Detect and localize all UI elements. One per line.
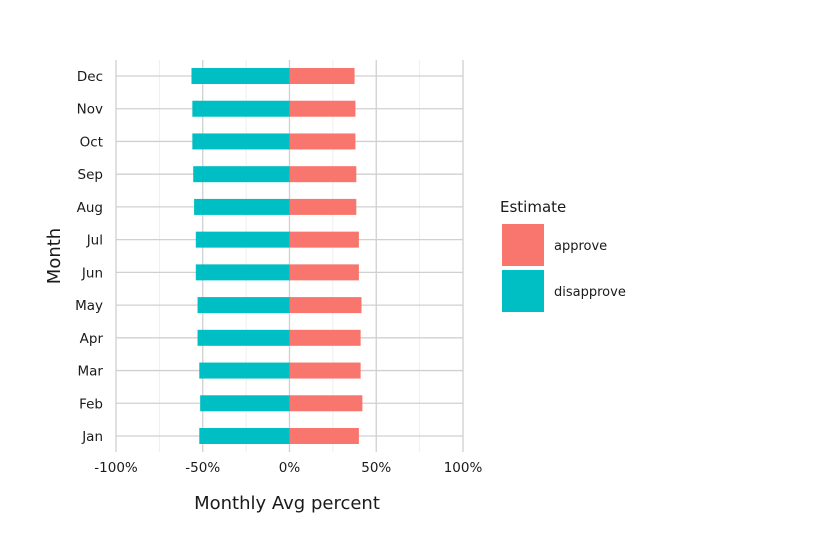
bar-disapprove-dec [191, 68, 290, 84]
bar-approve-aug [289, 198, 357, 215]
bar-approve-sep [289, 166, 357, 183]
y-tick-label: Jul [86, 233, 103, 249]
bar-disapprove-mar [199, 362, 290, 379]
y-tick-label: Nov [77, 102, 103, 118]
x-tick-label: -100% [94, 460, 138, 476]
y-axis-title: Month [44, 228, 65, 284]
bars [191, 68, 363, 444]
bar-disapprove-feb [200, 395, 290, 412]
bar-approve-nov [289, 100, 356, 117]
x-axis-ticks: -100% -50% 0% 50% 100% [94, 460, 482, 476]
y-tick-label: Feb [79, 396, 103, 412]
bar-disapprove-sep [193, 166, 290, 183]
x-tick-label: -50% [185, 460, 220, 476]
bar-approve-jan [289, 428, 359, 444]
bar-approve-mar [289, 362, 361, 379]
y-tick-label: Dec [77, 69, 103, 85]
y-tick-label: Mar [78, 364, 104, 380]
y-tick-label: Apr [80, 331, 104, 347]
x-tick-label: 50% [361, 460, 391, 476]
bar-approve-jun [289, 264, 359, 281]
bar-approve-oct [289, 133, 356, 150]
y-tick-label: Oct [80, 134, 103, 150]
bar-disapprove-jan [199, 428, 290, 444]
x-tick-label: 100% [444, 460, 483, 476]
y-tick-label: Aug [77, 200, 103, 216]
bar-disapprove-aug [194, 198, 290, 215]
y-tick-label: Jan [81, 429, 103, 445]
legend-key-disapprove [502, 270, 544, 312]
y-axis-ticks: Jan Feb Mar Apr May Jun Jul Aug Sep Oct Nov Dec [75, 69, 103, 445]
legend: Estimate approve disapprove [500, 198, 626, 312]
y-tick-label: Sep [78, 167, 103, 183]
bar-disapprove-nov [192, 100, 290, 117]
y-tick-label: May [75, 298, 103, 314]
bar-disapprove-jun [195, 264, 290, 281]
bar-disapprove-oct [192, 133, 290, 150]
bar-approve-may [289, 297, 362, 314]
bar-approve-dec [289, 68, 355, 84]
legend-label-disapprove: disapprove [554, 285, 626, 300]
bar-approve-feb [289, 395, 363, 412]
legend-label-approve: approve [554, 239, 607, 254]
legend-title: Estimate [500, 198, 566, 216]
x-tick-label: 0% [279, 460, 301, 476]
bar-approve-apr [289, 329, 361, 346]
y-tick-label: Jun [81, 265, 103, 281]
bar-disapprove-may [197, 297, 290, 314]
legend-key-approve [502, 224, 544, 266]
bar-disapprove-apr [197, 329, 290, 346]
grid [115, 60, 464, 452]
bar-disapprove-jul [195, 231, 290, 248]
x-axis-title: Monthly Avg percent [194, 493, 380, 514]
bar-approve-jul [289, 231, 359, 248]
